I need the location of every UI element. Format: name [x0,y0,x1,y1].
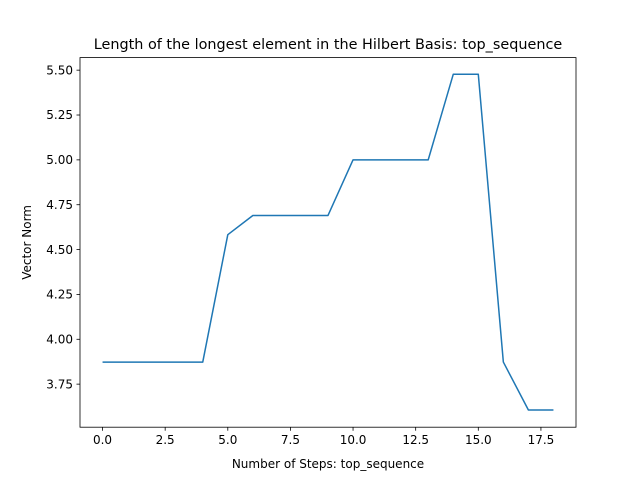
y-tick-label: 5.00 [46,153,73,167]
x-tick-label: 17.5 [528,433,555,447]
chart-title: Length of the longest element in the Hil… [94,37,563,53]
x-tick-label: 10.0 [340,433,367,447]
x-tick-label: 5.0 [218,433,237,447]
plot-frame [79,57,577,428]
x-tick-label: 0.0 [93,433,112,447]
x-tick-label: 12.5 [402,433,429,447]
y-tick-label: 4.75 [46,198,73,212]
x-tick-label: 2.5 [156,433,175,447]
y-tick-label: 4.50 [46,243,73,257]
x-tick-label: 7.5 [281,433,300,447]
series-line-0 [102,73,554,411]
y-tick-label: 4.25 [46,288,73,302]
y-tick-label: 4.00 [46,332,73,346]
y-tick-label: 5.50 [46,63,73,77]
y-tick-label: 5.25 [46,108,73,122]
plot-area [102,73,554,411]
y-axis-label: Vector Norm [20,205,34,280]
x-axis-label: Number of Steps: top_sequence [232,457,424,471]
x-tick-label: 15.0 [465,433,492,447]
y-axis: 3.75 4.00 4.25 4.50 4.75 5.00 5.25 5.50 [46,63,80,391]
x-axis: 0.0 2.5 5.0 7.5 10.0 12.5 15.0 17.5 [93,427,554,447]
y-tick-label: 3.75 [46,377,73,391]
